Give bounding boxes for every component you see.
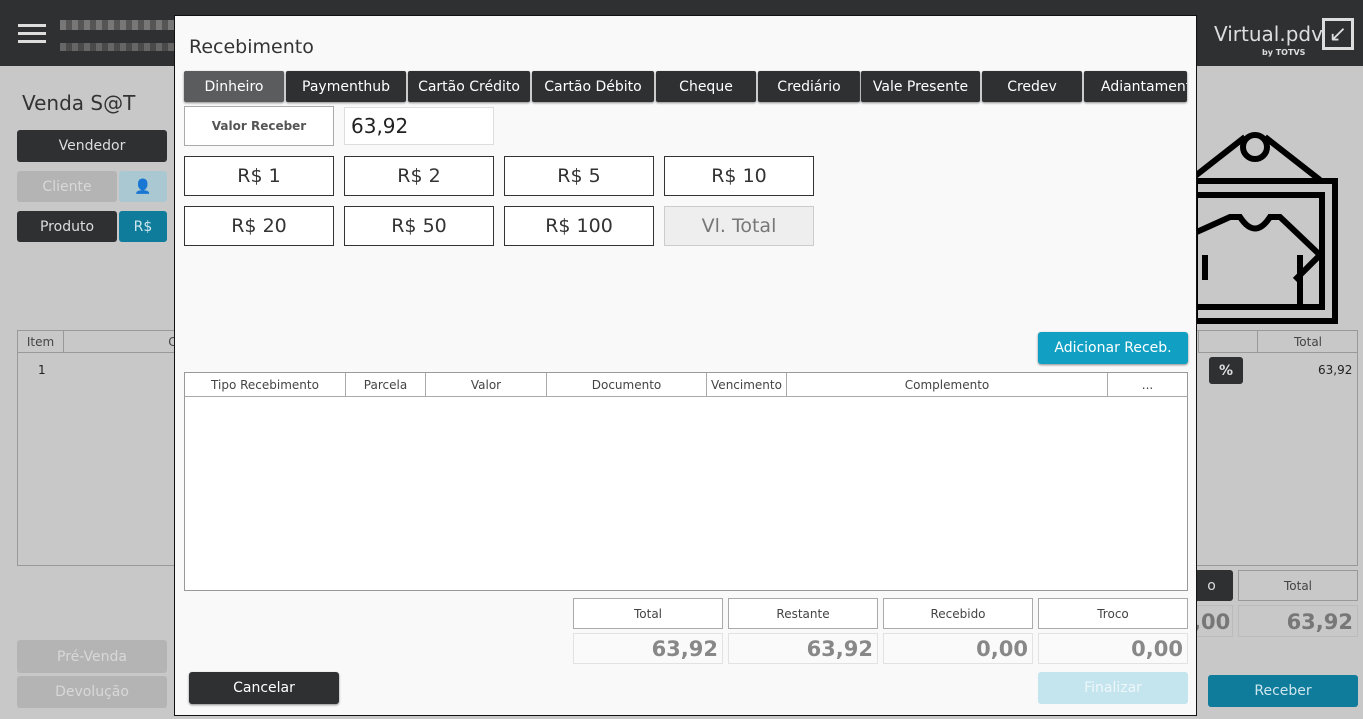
partial-button[interactable]: o: [1190, 570, 1233, 601]
tab-crediario[interactable]: Crediário: [758, 71, 860, 102]
logo: Virtual.pdv: [1214, 22, 1323, 46]
vendedor-button[interactable]: Vendedor: [17, 130, 167, 162]
adicionar-receb-button[interactable]: Adicionar Receb.: [1038, 332, 1188, 364]
total-value: 63,92: [1238, 605, 1358, 637]
tab-dinheiro[interactable]: Dinheiro: [184, 71, 284, 102]
col-tipo: Tipo Recebimento: [185, 373, 346, 396]
summary-total-label: Total: [573, 598, 723, 629]
total-label: Total: [1238, 570, 1358, 601]
devolucao-button[interactable]: Devolução: [17, 676, 167, 708]
bill-1-button[interactable]: R$ 1: [184, 156, 334, 196]
summary-recebido-label: Recebido: [883, 598, 1033, 629]
summary-recebido-value: 0,00: [883, 633, 1033, 664]
price-button[interactable]: R$: [119, 211, 167, 242]
row-total: 63,92: [1318, 363, 1353, 377]
tab-cartao-debito[interactable]: Cartão Débito: [532, 71, 654, 102]
tab-credev[interactable]: Credev: [982, 71, 1082, 102]
valor-receber-label: Valor Receber: [184, 106, 334, 146]
col-vencimento: Vencimento: [707, 373, 787, 396]
receber-button[interactable]: Receber: [1208, 675, 1358, 707]
summary-troco-label: Troco: [1038, 598, 1188, 629]
tab-paymenthub[interactable]: Paymenthub: [286, 71, 406, 102]
produto-button[interactable]: Produto: [17, 211, 117, 242]
menu-icon[interactable]: [18, 24, 46, 44]
finalizar-button[interactable]: Finalizar: [1038, 672, 1188, 704]
col-complemento: Complemento: [787, 373, 1108, 396]
cliente-button[interactable]: Cliente: [17, 171, 117, 202]
summary-total-value: 63,92: [573, 633, 723, 664]
valor-receber-input[interactable]: 63,92: [344, 107, 494, 145]
pre-venda-button[interactable]: Pré-Venda: [17, 640, 167, 673]
recebimento-dialog: Recebimento Dinheiro Paymenthub Cartão C…: [174, 15, 1197, 716]
logo-sub: by TOTVS: [1262, 48, 1306, 57]
bill-5-button[interactable]: R$ 5: [504, 156, 654, 196]
dialog-title: Recebimento: [189, 36, 314, 58]
row-item: 1: [38, 363, 46, 377]
col-documento: Documento: [547, 373, 707, 396]
exit-fullscreen-icon[interactable]: ↙: [1322, 18, 1354, 50]
tab-cheque[interactable]: Cheque: [656, 71, 756, 102]
summary-restante-value: 63,92: [728, 633, 878, 664]
tab-adiantamento[interactable]: Adiantamento: [1084, 71, 1187, 102]
col-valor: Valor: [426, 373, 547, 396]
tab-cartao-credito[interactable]: Cartão Crédito: [408, 71, 530, 102]
table-header: Tipo Recebimento Parcela Valor Documento…: [185, 373, 1187, 397]
page-title: Venda S@T: [22, 91, 136, 115]
clothes-tag-icon: [1190, 132, 1338, 324]
summary-troco-value: 0,00: [1038, 633, 1188, 664]
bill-100-button[interactable]: R$ 100: [504, 206, 654, 246]
store-info-blurred: [60, 20, 175, 30]
header-codigo: Có: [64, 331, 184, 353]
col-more[interactable]: ...: [1141, 377, 1154, 392]
summary-restante-label: Restante: [728, 598, 878, 629]
col-parcela: Parcela: [346, 373, 426, 396]
bill-20-button[interactable]: R$ 20: [184, 206, 334, 246]
tab-vale-presente[interactable]: Vale Presente: [861, 71, 980, 102]
partial-value: ,00: [1190, 605, 1233, 637]
add-person-icon[interactable]: 👤: [119, 171, 167, 202]
store-info-blurred: [60, 43, 175, 51]
header-total: Total: [1258, 331, 1358, 353]
valor-total-button[interactable]: Vl. Total: [664, 206, 814, 246]
bill-2-button[interactable]: R$ 2: [344, 156, 494, 196]
header-item: Item: [18, 331, 64, 353]
discount-button[interactable]: %: [1209, 357, 1243, 384]
payments-table: Tipo Recebimento Parcela Valor Documento…: [184, 372, 1188, 591]
header-blank: [1198, 331, 1258, 353]
bill-10-button[interactable]: R$ 10: [664, 156, 814, 196]
bill-50-button[interactable]: R$ 50: [344, 206, 494, 246]
cancelar-button[interactable]: Cancelar: [189, 672, 339, 704]
